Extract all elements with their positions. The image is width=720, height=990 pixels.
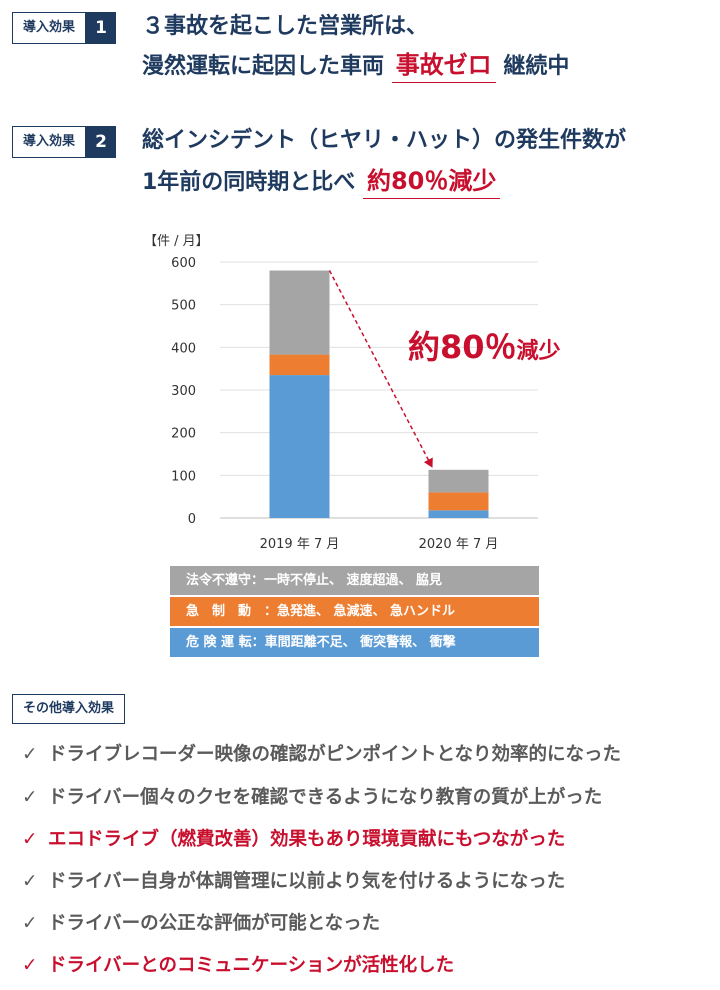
other-effect-text: ドライバー個々のクセを確認できるようになり教育の質が上がった: [48, 787, 603, 808]
effect-1-heading-line1: ３事故を起こした営業所は、: [142, 14, 429, 39]
effect-tag-2: 導入効果 2: [12, 126, 117, 158]
other-effect-text: ドライバーとのコミュニケーションが活性化した: [48, 955, 455, 976]
effect-2-heading-line2-pre: 1年前の同時期と比べ: [142, 170, 356, 195]
other-effect-text: エコドライブ（燃費改善）効果もあり環境貢献にもつながった: [48, 829, 566, 850]
y-tick-label: 600: [171, 256, 196, 271]
reduction-arrow-head: [423, 457, 433, 468]
y-tick-label: 400: [171, 341, 196, 356]
y-tick-label: 0: [188, 512, 196, 527]
check-icon: ✓: [22, 913, 38, 934]
y-tick-label: 100: [171, 469, 196, 484]
effect-2-heading-line2: 1年前の同時期と比べ 約80％減少: [142, 164, 501, 200]
bar-segment: [269, 354, 330, 376]
y-tick-label: 300: [171, 384, 196, 399]
other-effect-text: ドライブレコーダー映像の確認がピンポイントとなり効率的になった: [48, 744, 621, 765]
effect-tag-2-label: 導入効果: [12, 126, 87, 158]
effect-1-highlight: 事故ゼロ: [391, 48, 496, 83]
incident-bar-chart: 【件 / 月】 0 100 200 300 400 500 600 2019 年 7 月 2020…: [144, 234, 561, 552]
y-axis-title: 【件 / 月】: [144, 234, 209, 249]
x-tick-label: 2020 年 7 月: [419, 537, 499, 552]
other-effect-item: ✓ ドライバーとのコミュニケーションが活性化した: [22, 951, 454, 981]
check-icon: ✓: [22, 787, 38, 808]
effect-tag-1-number: 1: [86, 12, 117, 44]
legend-law-violation: 法令不遵守：一時不停止、 速度超過、 脇見: [170, 566, 539, 595]
reduction-annotation-main: 約80％: [408, 328, 517, 366]
other-effects-tag: その他導入効果: [12, 694, 126, 724]
other-effect-text: ドライバーの公正な評価が可能となった: [48, 913, 381, 934]
other-effect-text: ドライバー自身が体調管理に以前より気を付けるようになった: [48, 871, 566, 892]
other-effect-item: ✓ ドライブレコーダー映像の確認がピンポイントとなり効率的になった: [22, 740, 621, 770]
effect-1-heading-line2: 漫然運転に起因した車両 事故ゼロ 継続中: [142, 48, 569, 84]
y-tick-label: 500: [171, 299, 196, 314]
bar-segment: [428, 469, 489, 493]
effect-2-highlight: 約80％減少: [362, 164, 501, 199]
bar-segment: [269, 270, 330, 355]
bar-segment: [269, 375, 330, 518]
other-effect-item: ✓ エコドライブ（燃費改善）効果もあり環境貢献にもつながった: [22, 825, 565, 855]
check-icon: ✓: [22, 744, 38, 765]
check-icon: ✓: [22, 829, 38, 850]
effect-tag-1: 導入効果 1: [12, 12, 117, 44]
reduction-annotation-suffix: 減少: [517, 339, 561, 364]
effect-2-heading-line1: 総インシデント（ヒヤリ・ハット）の発生件数が: [142, 128, 627, 153]
effect-tag-2-number: 2: [86, 126, 117, 158]
check-icon: ✓: [22, 871, 38, 892]
y-tick-label: 200: [171, 427, 196, 442]
effect-1-heading-line2-pre: 漫然運転に起因した車両: [142, 54, 385, 79]
effect-1-heading-line2-post: 継続中: [503, 54, 570, 79]
reduction-annotation: 約80％減少: [408, 328, 561, 366]
effect-tag-1-label: 導入効果: [12, 12, 87, 44]
other-effect-item: ✓ ドライバーの公正な評価が可能となった: [22, 909, 380, 939]
bar-segment: [428, 510, 489, 518]
bar-segment: [428, 492, 489, 511]
legend-dangerous-driving: 危 険 運 転：車間距離不足、 衝突警報、 衝撃: [170, 628, 539, 657]
other-effect-item: ✓ ドライバー自身が体調管理に以前より気を付けるようになった: [22, 867, 565, 897]
other-effect-item: ✓ ドライバー個々のクセを確認できるようになり教育の質が上がった: [22, 783, 602, 813]
check-icon: ✓: [22, 955, 38, 976]
reduction-arrow-line: [328, 270, 434, 469]
x-tick-label: 2019 年 7 月: [260, 537, 340, 552]
legend-sudden-braking: 急 制 動 ：急発進、 急減速、 急ハンドル: [170, 597, 539, 626]
